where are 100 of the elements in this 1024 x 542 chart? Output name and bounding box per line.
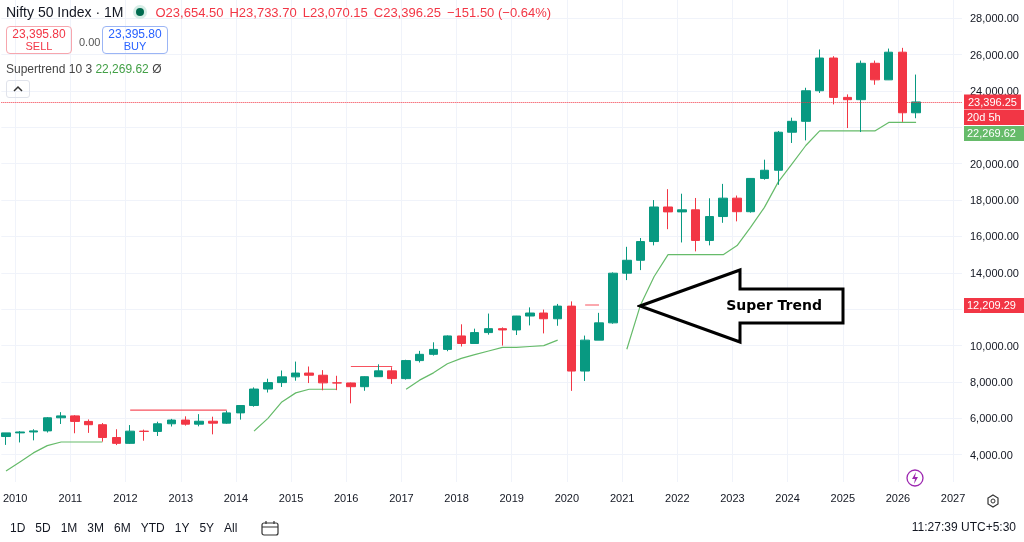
candlestick — [98, 422, 107, 443]
candlestick — [236, 404, 245, 421]
candlestick — [815, 48, 824, 94]
candlestick — [498, 326, 507, 347]
candlestick — [56, 411, 66, 425]
y-tick-label: 16,000.00 — [970, 230, 1019, 243]
text: 5Y — [199, 521, 215, 535]
candlestick — [718, 183, 728, 224]
x-tick-label: 2012 — [113, 491, 138, 504]
candlestick — [470, 328, 479, 345]
text: 20d 5h — [964, 109, 1024, 125]
candlestick — [911, 74, 921, 119]
candlestick — [801, 87, 811, 141]
candlestick — [222, 410, 231, 425]
candlestick — [346, 382, 356, 404]
candlestick — [167, 418, 176, 428]
candlestick — [746, 177, 755, 214]
x-tick-label: 2013 — [168, 491, 194, 504]
text: 12,209.29 — [964, 297, 1024, 313]
annotation: BUY — [122, 40, 148, 52]
candlestick — [457, 323, 466, 347]
candlestick — [484, 313, 493, 336]
annotation: C23,396.25 — [373, 4, 441, 20]
candlestick — [649, 199, 659, 246]
candlestick — [194, 413, 204, 427]
candlestick — [153, 421, 162, 437]
candlestick — [291, 361, 300, 382]
candlestick — [663, 188, 673, 230]
candlestick — [387, 366, 397, 385]
text: 5D — [35, 521, 51, 535]
annotation: H23,733.70 — [229, 4, 297, 20]
candlestick — [15, 430, 25, 443]
annotation: L23,070.15 — [302, 4, 368, 20]
text: 3M — [87, 521, 105, 535]
y-tick-label: 6,000.00 — [970, 412, 1013, 425]
candlestick — [732, 195, 742, 222]
y-tick-label: 18,000.00 — [970, 194, 1019, 207]
y-tick-label: 24,000.00 — [970, 84, 1019, 97]
candlestick — [112, 428, 121, 446]
candlestick — [760, 159, 769, 181]
annotation: Super Trend — [726, 296, 823, 313]
x-tick-label: 2018 — [444, 491, 469, 504]
x-tick-label: 2015 — [278, 491, 304, 504]
y-tick-label: 10,000.00 — [970, 339, 1019, 352]
candlestick — [429, 341, 438, 357]
candlestick — [636, 237, 645, 271]
candlestick — [884, 48, 893, 81]
chart-title: Nifty 50 Index · 1M — [6, 4, 124, 20]
candlestick — [622, 246, 632, 281]
candlestick — [360, 375, 369, 392]
candlestick — [70, 414, 80, 434]
candlestick — [318, 369, 328, 391]
text: 6M — [114, 521, 131, 535]
candlestick — [139, 429, 149, 442]
candlestick — [608, 271, 618, 325]
candlestick — [304, 366, 314, 384]
candlestick — [84, 418, 93, 434]
candlestick — [553, 303, 562, 327]
text: 11:27:39 UTC+5:30 — [911, 520, 1016, 534]
x-tick-label: 2019 — [499, 491, 524, 504]
candlestick — [691, 197, 700, 252]
text: 1M — [60, 521, 78, 535]
candlestick — [856, 60, 866, 133]
text: 1Y — [174, 521, 190, 535]
candlestick — [1, 432, 11, 446]
x-tick-label: 2026 — [885, 491, 911, 504]
candlestick — [870, 60, 880, 86]
x-tick-label: 2020 — [554, 491, 580, 504]
x-tick-label: 2011 — [58, 491, 83, 504]
candlestick — [415, 350, 424, 363]
x-tick-label: 2022 — [665, 491, 690, 504]
x-tick-label: 2024 — [775, 491, 800, 504]
ref-line-label: 23,396.25 — [968, 95, 1017, 108]
candlestick — [249, 386, 259, 408]
x-tick-label: 2016 — [333, 491, 359, 504]
candlestick — [43, 416, 52, 434]
y-tick-label: 26,000.00 — [970, 48, 1019, 61]
candlestick — [263, 378, 273, 394]
candlestick — [705, 197, 714, 246]
candlestick — [539, 309, 548, 334]
annotation: Supertrend 10 3 — [6, 62, 93, 76]
candlestick — [512, 315, 521, 336]
candlestick — [567, 300, 576, 392]
text: All — [224, 521, 238, 535]
text: 1D — [10, 521, 26, 535]
x-tick-label: 2027 — [940, 491, 966, 504]
x-tick-label: 2014 — [223, 491, 249, 504]
text: 22,269.62 — [964, 125, 1024, 141]
y-tick-label: 28,000.00 — [970, 12, 1019, 25]
text: YTD — [140, 521, 165, 535]
candlestick — [181, 415, 190, 427]
candlestick — [443, 334, 452, 352]
candlestick — [787, 117, 797, 144]
candlestick — [677, 193, 687, 243]
annotation: SELL — [24, 40, 54, 52]
candlestick — [401, 359, 411, 381]
candlestick — [277, 370, 287, 388]
candlestick — [29, 428, 38, 441]
x-tick-label: 2017 — [389, 491, 414, 504]
annotation: Ø — [152, 62, 162, 76]
